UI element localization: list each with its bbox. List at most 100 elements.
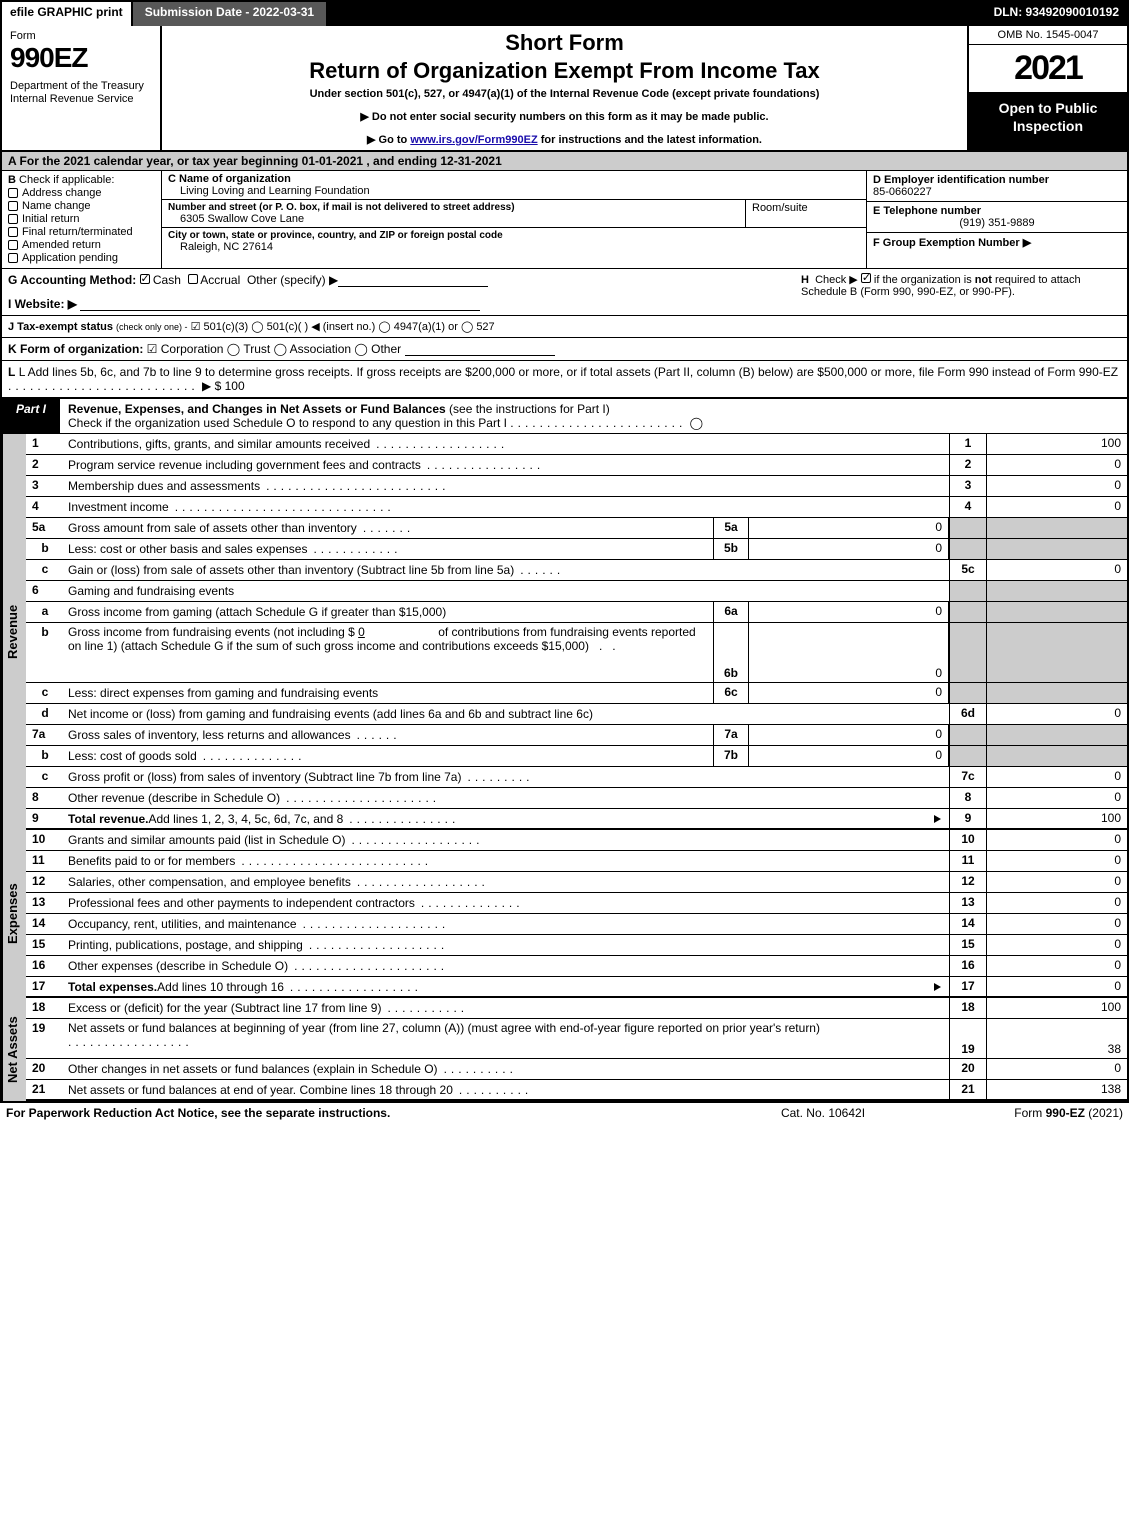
cb-cash[interactable] — [140, 274, 150, 284]
grey — [949, 683, 987, 703]
k-label: K Form of organization: — [8, 342, 143, 356]
c-street-value: 6305 Swallow Cove Lane — [180, 213, 739, 225]
topbar-spacer — [328, 2, 985, 26]
l6d-val: 0 — [987, 704, 1127, 724]
cb-initial-return[interactable] — [8, 214, 18, 224]
i-website-input[interactable] — [80, 297, 480, 311]
l12-num: 12 — [26, 872, 64, 892]
l14-colnum: 14 — [949, 914, 987, 934]
l12-colnum: 12 — [949, 872, 987, 892]
l5a-num: 5a — [26, 518, 64, 538]
l2-desc: Program service revenue including govern… — [68, 458, 421, 472]
opt-amended-return: Amended return — [22, 239, 101, 251]
arrow-right-icon — [934, 983, 941, 991]
l5b-subval: 0 — [749, 539, 949, 559]
l6a-desc: Gross income from gaming (attach Schedul… — [68, 605, 446, 619]
cb-final-return[interactable] — [8, 227, 18, 237]
section-def: D Employer identification number 85-0660… — [867, 171, 1127, 268]
short-form-title: Short Form — [170, 30, 959, 56]
l7c-colnum: 7c — [949, 767, 987, 787]
e-value: (919) 351-9889 — [873, 217, 1121, 229]
l7b-desc: Less: cost of goods sold — [68, 749, 197, 763]
l7c-val: 0 — [987, 767, 1127, 787]
expenses-table: Expenses 10Grants and similar amounts pa… — [2, 830, 1127, 998]
l3-val: 0 — [987, 476, 1127, 496]
grey — [949, 602, 987, 622]
l20-colnum: 20 — [949, 1059, 987, 1079]
l6c-subval: 0 — [749, 683, 949, 703]
cb-accrual[interactable] — [188, 274, 198, 284]
l18-colnum: 18 — [949, 998, 987, 1018]
l8-val: 0 — [987, 788, 1127, 808]
g-accrual: Accrual — [200, 273, 240, 287]
page-footer: For Paperwork Reduction Act Notice, see … — [0, 1103, 1129, 1123]
form-page: efile GRAPHIC print Submission Date - 20… — [0, 0, 1129, 1103]
instr-goto: ▶ Go to www.irs.gov/Form990EZ for instru… — [170, 133, 959, 146]
l2-val: 0 — [987, 455, 1127, 475]
c-name-label: C Name of organization — [168, 173, 860, 185]
j-label: J Tax-exempt status — [8, 321, 113, 333]
l6-num: 6 — [26, 581, 64, 601]
l5a-subnum: 5a — [713, 518, 749, 538]
form-number: 990EZ — [10, 42, 152, 74]
l7b-subnum: 7b — [713, 746, 749, 766]
k-other-input[interactable] — [405, 342, 555, 356]
cb-name-change[interactable] — [8, 201, 18, 211]
l16-val: 0 — [987, 956, 1127, 976]
irs-link[interactable]: www.irs.gov/Form990EZ — [410, 134, 537, 146]
g-other: Other (specify) ▶ — [247, 273, 338, 287]
header-center: Short Form Return of Organization Exempt… — [162, 26, 967, 150]
l7c-desc: Gross profit or (loss) from sales of inv… — [68, 770, 461, 784]
g-cash: Cash — [153, 273, 181, 287]
side-expenses: Expenses — [2, 830, 26, 998]
l4-num: 4 — [26, 497, 64, 517]
cb-address-change[interactable] — [8, 188, 18, 198]
l6a-subval: 0 — [749, 602, 949, 622]
opt-initial-return: Initial return — [22, 213, 79, 225]
l14-val: 0 — [987, 914, 1127, 934]
row-k: K Form of organization: ☑ Corporation ◯ … — [2, 338, 1127, 361]
l6a-subnum: 6a — [713, 602, 749, 622]
cb-schedule-b[interactable] — [861, 273, 871, 283]
l18-val: 100 — [987, 998, 1127, 1018]
part-1-subtitle: (see the instructions for Part I) — [449, 402, 610, 416]
form-title: Return of Organization Exempt From Incom… — [170, 58, 959, 84]
submission-date: Submission Date - 2022-03-31 — [133, 2, 328, 26]
l6c-desc: Less: direct expenses from gaming and fu… — [68, 686, 378, 700]
section-c: C Name of organization Living Loving and… — [162, 171, 867, 268]
grey — [987, 746, 1127, 766]
l15-colnum: 15 — [949, 935, 987, 955]
l21-colnum: 21 — [949, 1080, 987, 1099]
h-text: H Check ▶ if the organization is not req… — [801, 273, 1121, 311]
c-name-value: Living Loving and Learning Foundation — [180, 185, 860, 197]
l20-num: 20 — [26, 1059, 64, 1079]
efile-label: efile GRAPHIC print — [2, 2, 133, 26]
l6b-subval: 0 — [749, 623, 949, 682]
grey — [987, 725, 1127, 745]
g-other-input[interactable] — [338, 273, 488, 287]
cb-application-pending[interactable] — [8, 253, 18, 263]
l18-num: 18 — [26, 998, 64, 1018]
omb-number: OMB No. 1545-0047 — [969, 26, 1127, 45]
l5b-desc: Less: cost or other basis and sales expe… — [68, 542, 307, 556]
cb-amended-return[interactable] — [8, 240, 18, 250]
l7c-num: c — [26, 767, 64, 787]
l10-desc: Grants and similar amounts paid (list in… — [68, 833, 345, 847]
l7a-subval: 0 — [749, 725, 949, 745]
opt-name-change: Name change — [22, 200, 91, 212]
part-1-title-main: Revenue, Expenses, and Changes in Net As… — [68, 402, 446, 416]
l5b-subnum: 5b — [713, 539, 749, 559]
top-bar: efile GRAPHIC print Submission Date - 20… — [2, 2, 1127, 26]
l6b-subnum: 6b — [713, 623, 749, 682]
header-left: Form 990EZ Department of the Treasury In… — [2, 26, 162, 150]
l9-num: 9 — [26, 809, 64, 828]
k-opts: ☑ Corporation ◯ Trust ◯ Association ◯ Ot… — [147, 342, 401, 356]
open-inspection: Open to Public Inspection — [969, 93, 1127, 150]
l6c-subnum: 6c — [713, 683, 749, 703]
grey — [987, 602, 1127, 622]
l5a-desc: Gross amount from sale of assets other t… — [68, 521, 357, 535]
opt-final-return: Final return/terminated — [22, 226, 133, 238]
l14-desc: Occupancy, rent, utilities, and maintena… — [68, 917, 297, 931]
netassets-table: Net Assets 18Excess or (deficit) for the… — [2, 998, 1127, 1101]
section-bcdef: B Check if applicable: Address change Na… — [2, 171, 1127, 269]
